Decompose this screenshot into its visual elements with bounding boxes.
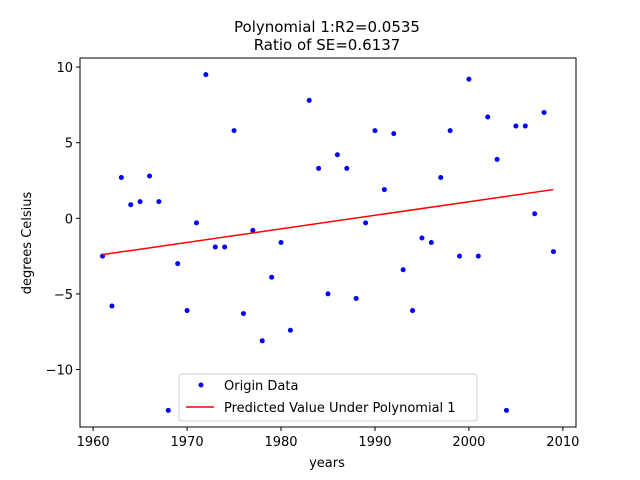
data-point: [334, 152, 340, 158]
data-point: [109, 303, 115, 309]
data-point: [231, 128, 237, 134]
data-point: [410, 308, 416, 314]
data-point: [259, 338, 265, 344]
y-tick-label: 10: [56, 61, 73, 76]
chart-title-line1: Polynomial 1:R2=0.0535: [234, 18, 420, 36]
data-point: [269, 274, 275, 280]
data-point: [306, 97, 312, 103]
data-point: [513, 123, 519, 129]
data-point: [466, 76, 472, 82]
data-point: [438, 174, 444, 180]
data-point: [485, 114, 491, 120]
data-point: [503, 407, 509, 413]
legend: Origin Data Predicted Value Under Polyno…: [178, 373, 478, 422]
data-point: [419, 235, 425, 241]
x-tick-label: 1960: [77, 435, 110, 450]
predicted-line: [102, 188, 554, 256]
y-axis-label: degrees Celsius: [20, 192, 35, 295]
data-point: [428, 240, 434, 245]
data-point: [250, 227, 256, 233]
data-point: [212, 244, 218, 250]
data-point: [494, 156, 500, 162]
data-point: [278, 240, 284, 245]
y-tick-label: −5: [54, 288, 73, 303]
data-point: [325, 291, 331, 297]
data-point: [175, 261, 181, 267]
x-tick-label: 1980: [264, 435, 297, 450]
data-point: [391, 131, 397, 137]
data-point: [193, 220, 199, 226]
y-tick-label: −10: [46, 364, 73, 379]
legend-label-origin-data: Origin Data: [224, 379, 298, 394]
axis-ticks: 1960 1970 1980 1990 2000 2010 −10 −5 0 5 10: [46, 61, 580, 450]
data-point: [203, 72, 209, 78]
data-point: [372, 128, 378, 134]
data-point: [128, 202, 134, 208]
data-point: [475, 253, 481, 259]
plot-frame: [79, 57, 577, 428]
data-point: [550, 249, 556, 255]
data-point: [447, 128, 453, 134]
data-point: [400, 267, 406, 273]
data-point: [165, 407, 171, 413]
x-tick-label: 1970: [171, 435, 204, 450]
data-point: [184, 308, 190, 314]
data-point: [522, 123, 528, 129]
data-point: [381, 187, 387, 193]
plot-area: [100, 72, 556, 413]
data-point: [316, 165, 322, 171]
data-point: [344, 165, 350, 171]
data-point: [240, 311, 246, 317]
x-tick-label: 1990: [358, 435, 391, 450]
data-point: [457, 253, 463, 259]
legend-box: [178, 373, 478, 422]
legend-marker-origin-data: [198, 382, 204, 388]
x-tick-label: 2010: [546, 435, 579, 450]
data-point: [137, 199, 143, 205]
x-axis-label: years: [309, 456, 345, 471]
chart-title-line2: Ratio of SE=0.6137: [254, 36, 401, 54]
data-point: [353, 295, 359, 301]
data-point: [287, 327, 293, 333]
data-point: [156, 199, 162, 205]
data-point: [363, 220, 369, 226]
data-point: [118, 174, 124, 180]
y-tick-label: 5: [65, 137, 73, 152]
data-point: [541, 109, 547, 115]
y-tick-label: 0: [65, 212, 73, 227]
data-point: [222, 244, 228, 250]
x-tick-label: 2000: [452, 435, 485, 450]
legend-label-predicted: Predicted Value Under Polynomial 1: [224, 401, 456, 416]
data-point: [147, 173, 153, 179]
data-point: [532, 211, 538, 217]
